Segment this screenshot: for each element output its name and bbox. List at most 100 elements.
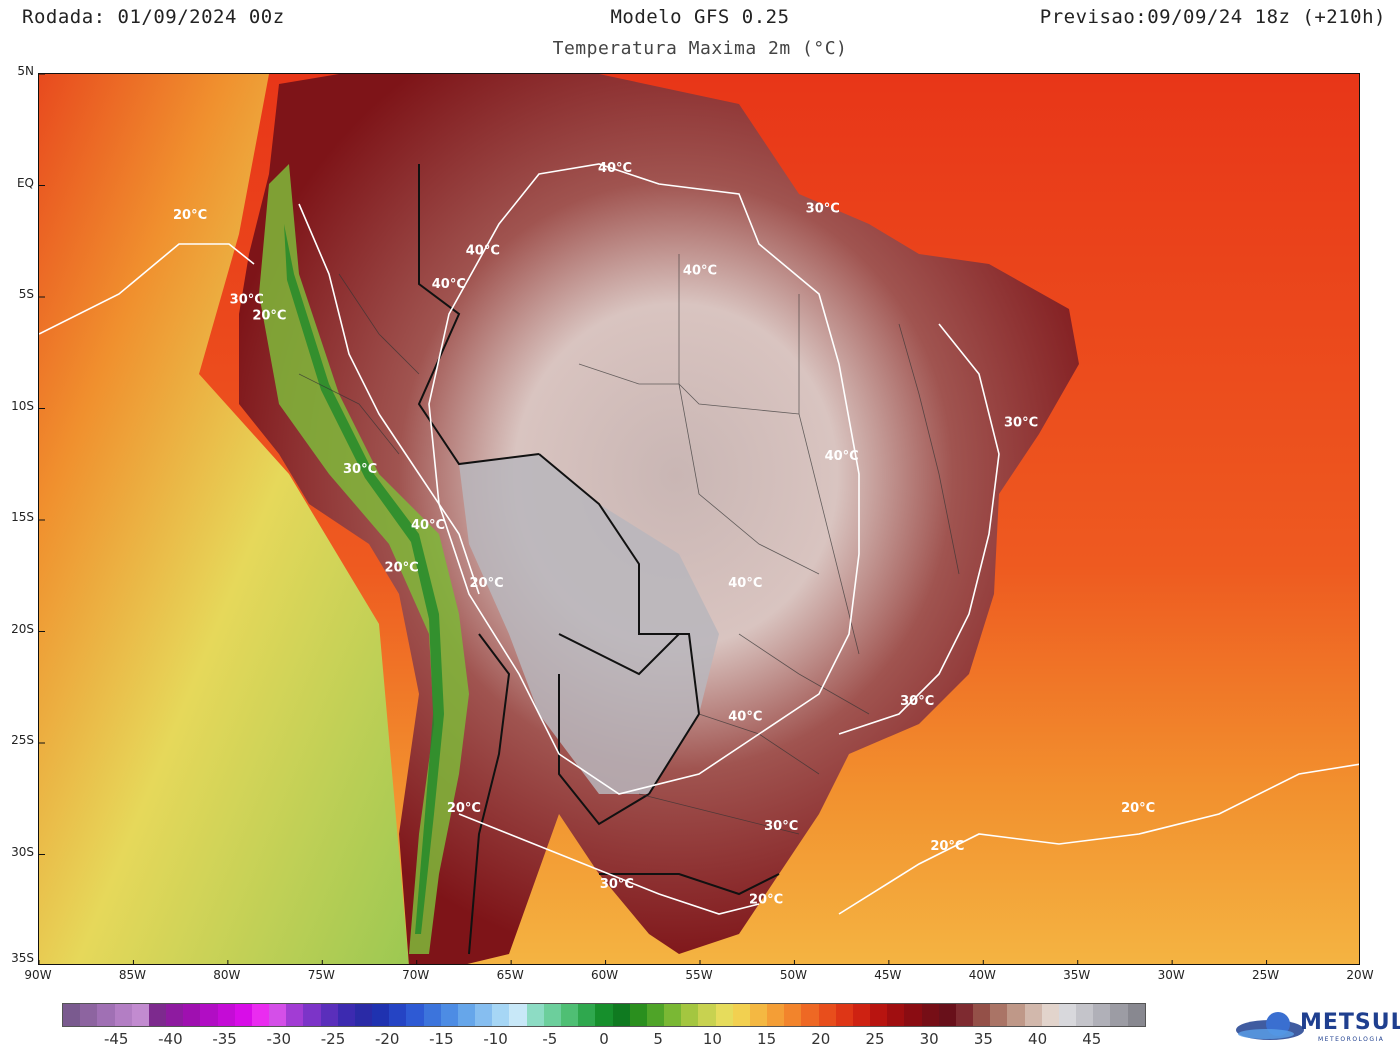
colorbar-swatch — [1093, 1004, 1111, 1026]
colorbar-tick-label: 30 — [919, 1030, 939, 1048]
colorbar-swatch — [955, 1004, 974, 1026]
colorbar-swatch — [664, 1004, 682, 1026]
isotherm-label: 40°C — [432, 277, 466, 292]
colorbar-swatch — [183, 1004, 201, 1026]
colorbar-swatch — [509, 1004, 527, 1026]
colorbar-swatch — [372, 1004, 390, 1026]
isotherm-label: 20°C — [385, 560, 419, 575]
colorbar-swatch — [698, 1004, 716, 1026]
colorbar-tick-label: 20 — [811, 1030, 831, 1048]
isotherm-label: 20°C — [252, 308, 286, 323]
colorbar-swatch — [1127, 1004, 1145, 1026]
colorbar-tick-label: 10 — [702, 1030, 722, 1048]
isotherm-label: 40°C — [683, 264, 717, 279]
colorbar-swatch — [938, 1004, 956, 1026]
lon-label: 40W — [968, 968, 996, 982]
colorbar-swatch — [457, 1004, 476, 1026]
colorbar-swatch — [492, 1004, 510, 1026]
colorbar-swatch — [870, 1004, 888, 1026]
lat-label: 35S — [11, 951, 34, 965]
lat-label: 5N — [17, 64, 34, 78]
lat-label: EQ — [16, 175, 34, 190]
colorbar-swatch — [475, 1004, 493, 1026]
colorbar-swatch — [440, 1004, 458, 1026]
colorbar-swatch — [217, 1004, 235, 1026]
colorbar-swatch — [234, 1004, 252, 1026]
colorbar-swatch — [543, 1004, 561, 1026]
isotherm-label: 30°C — [230, 293, 264, 308]
temperature-map: 20°C 40°C 30°C 40°C 40°C 40°C 30°C 20°C 30°C 40°C… — [38, 73, 1360, 965]
isotherm-label: 30°C — [1004, 415, 1038, 430]
colorbar-swatch — [921, 1004, 939, 1026]
lon-label: 35W — [1063, 968, 1091, 982]
lon-label: 45W — [874, 968, 902, 982]
isotherm-label: 30°C — [900, 694, 934, 709]
isotherm-label: 30°C — [600, 877, 634, 892]
colorbar-swatch — [131, 1004, 149, 1026]
isotherm-label: 20°C — [447, 801, 481, 816]
colorbar-swatch — [286, 1004, 304, 1026]
colorbar-swatch — [990, 1004, 1008, 1026]
colorbar-tick-label: 25 — [865, 1030, 885, 1048]
colorbar-tick-label: -40 — [158, 1030, 183, 1048]
colorbar-tick-label: -20 — [374, 1030, 400, 1048]
isotherm-label: 30°C — [806, 201, 840, 216]
lon-label: 55W — [685, 968, 713, 982]
colorbar-swatch — [1110, 1004, 1128, 1026]
andes-cool-band — [259, 164, 469, 954]
colorbar-swatch — [148, 1004, 167, 1026]
isotherm-label: 40°C — [598, 161, 632, 176]
colorbar-swatch — [354, 1004, 373, 1026]
colorbar-swatch — [166, 1004, 184, 1026]
isotherm-label: 40°C — [411, 518, 445, 533]
lon-label: 25W — [1251, 968, 1280, 982]
colorbar-swatch — [646, 1004, 665, 1026]
isotherm-label: 30°C — [764, 819, 798, 834]
variable-subtitle: Temperatura Maxima 2m (°C) — [552, 38, 848, 59]
lat-label: 20S — [11, 621, 34, 636]
colorbar-swatch — [320, 1004, 338, 1026]
colorbar-tick-label: -30 — [266, 1030, 292, 1048]
colorbar-tick-label: -10 — [483, 1030, 508, 1048]
colorbar-tick-label: -25 — [320, 1030, 346, 1048]
map-canvas: 20°C40°C30°C40°C40°C40°C30°C20°C30°C40°C… — [39, 74, 1359, 964]
colorbar-swatch — [80, 1004, 98, 1026]
interior-hot-core — [459, 454, 719, 794]
colorbar-tick-label: 40 — [1028, 1030, 1048, 1048]
colorbar-swatch — [732, 1004, 750, 1026]
colorbar-swatch — [1007, 1004, 1025, 1026]
colorbar-swatch — [818, 1004, 836, 1026]
colorbar-swatch — [835, 1004, 853, 1026]
lon-label: 90W — [24, 968, 52, 982]
colorbar-swatch — [406, 1004, 424, 1026]
lon-label: 75W — [307, 968, 335, 982]
colorbar-swatch — [560, 1004, 579, 1026]
isotherm-label: 40°C — [825, 449, 859, 464]
andes-cold-core — [284, 224, 444, 934]
colorbar-swatch — [973, 1004, 991, 1026]
lon-label: 70W — [402, 968, 430, 982]
isotherm-label: 30°C — [343, 462, 377, 477]
colorbar-tick-label: -5 — [542, 1030, 558, 1048]
graticule-ticks — [39, 74, 1268, 964]
colorbar-swatch — [114, 1004, 132, 1026]
isotherm-label: 40°C — [728, 576, 762, 591]
colorbar-tick-label: 45 — [1082, 1030, 1102, 1048]
lon-label: 50W — [779, 968, 807, 982]
colorbar-tick-label: 15 — [757, 1030, 777, 1048]
colorbar-swatch — [715, 1004, 733, 1026]
colorbar-swatch — [526, 1004, 544, 1026]
lat-label: 25S — [11, 733, 34, 747]
colorbar-swatch — [303, 1004, 321, 1026]
isotherm-lines — [39, 163, 1359, 915]
colorbar-swatch — [389, 1004, 407, 1026]
logo-wordmark: METSUL — [1300, 1010, 1400, 1035]
colorbar-tick-label: 35 — [973, 1030, 993, 1048]
colorbar-tick-label: 5 — [653, 1030, 663, 1048]
lon-label: 20W — [1346, 968, 1374, 982]
forecast-time-label: Previsao:09/09/24 18z (+210h) — [1039, 6, 1386, 28]
colorbar-swatch — [423, 1004, 441, 1026]
colorbar-swatch — [887, 1004, 905, 1026]
colorbar-swatch — [1058, 1004, 1077, 1026]
colorbar-swatch — [801, 1004, 819, 1026]
